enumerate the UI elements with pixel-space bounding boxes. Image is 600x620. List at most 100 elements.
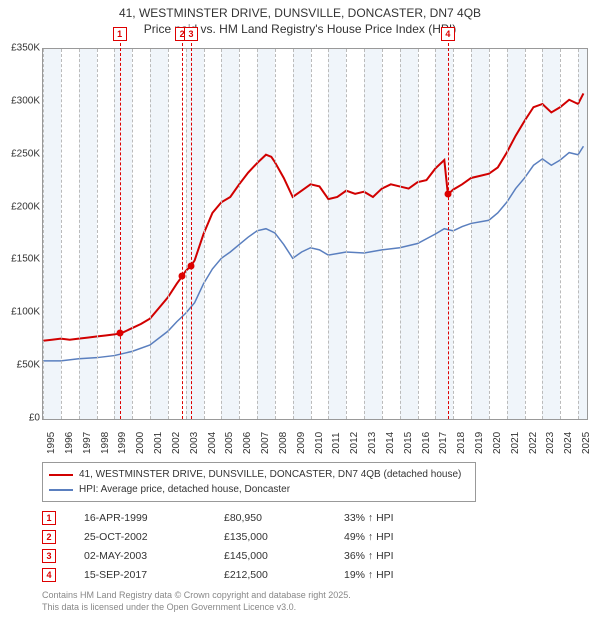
event-price: £145,000: [224, 550, 344, 562]
sale-marker-line: [191, 43, 192, 419]
event-date: 02-MAY-2003: [84, 550, 224, 562]
x-tick-label: 2023: [545, 432, 556, 454]
event-row: 2 25-OCT-2002£135,00049% ↑ HPI: [42, 527, 394, 546]
x-tick-label: 2016: [421, 432, 432, 454]
x-tick-label: 2024: [563, 432, 574, 454]
legend-swatch-blue: [49, 489, 73, 491]
sale-marker-dot: [116, 330, 123, 337]
footer-line-2: This data is licensed under the Open Gov…: [42, 602, 351, 614]
event-hpi: 49% ↑ HPI: [344, 531, 394, 543]
x-gridline: [542, 49, 543, 419]
x-tick-label: 2017: [438, 432, 449, 454]
event-hpi: 19% ↑ HPI: [344, 569, 394, 581]
x-tick-label: 2009: [296, 432, 307, 454]
x-gridline: [382, 49, 383, 419]
event-hpi: 36% ↑ HPI: [344, 550, 394, 562]
sale-marker-label: 1: [113, 27, 127, 41]
event-price: £212,500: [224, 569, 344, 581]
legend-label-blue: HPI: Average price, detached house, Donc…: [79, 482, 290, 497]
x-tick-label: 2002: [171, 432, 182, 454]
series-line-hpi: [43, 146, 583, 361]
sale-marker-label: 3: [184, 27, 198, 41]
x-gridline: [293, 49, 294, 419]
event-date: 16-APR-1999: [84, 512, 224, 524]
x-gridline: [525, 49, 526, 419]
x-gridline: [364, 49, 365, 419]
chart-container: 41, WESTMINSTER DRIVE, DUNSVILLE, DONCAS…: [0, 0, 600, 620]
legend-swatch-red: [49, 474, 73, 476]
x-gridline: [453, 49, 454, 419]
x-gridline: [328, 49, 329, 419]
x-tick-label: 2022: [528, 432, 539, 454]
x-tick-label: 2020: [492, 432, 503, 454]
event-marker: 1: [42, 511, 56, 525]
y-tick-label: £250K: [0, 148, 40, 159]
x-gridline: [97, 49, 98, 419]
x-gridline: [489, 49, 490, 419]
event-price: £135,000: [224, 531, 344, 543]
x-tick-label: 1999: [117, 432, 128, 454]
event-date: 25-OCT-2002: [84, 531, 224, 543]
event-row: 1 16-APR-1999£80,95033% ↑ HPI: [42, 508, 394, 527]
x-gridline: [150, 49, 151, 419]
x-tick-label: 2007: [260, 432, 271, 454]
sale-marker-line: [120, 43, 121, 419]
sale-marker-dot: [444, 191, 451, 198]
x-tick-label: 2013: [367, 432, 378, 454]
y-tick-label: £50K: [0, 360, 40, 371]
x-tick-label: 2010: [314, 432, 325, 454]
legend-row-red: 41, WESTMINSTER DRIVE, DUNSVILLE, DONCAS…: [49, 467, 469, 482]
event-marker: 4: [42, 568, 56, 582]
event-marker: 2: [42, 530, 56, 544]
footer-note: Contains HM Land Registry data © Crown c…: [42, 590, 351, 613]
x-gridline: [221, 49, 222, 419]
y-tick-label: £200K: [0, 201, 40, 212]
chart-plot-area: 1234: [42, 48, 588, 420]
legend-label-red: 41, WESTMINSTER DRIVE, DUNSVILLE, DONCAS…: [79, 467, 461, 482]
x-tick-label: 2019: [474, 432, 485, 454]
x-tick-label: 2006: [242, 432, 253, 454]
events-table: 1 16-APR-1999£80,95033% ↑ HPI 2 25-OCT-2002…: [42, 508, 394, 584]
legend-row-blue: HPI: Average price, detached house, Donc…: [49, 482, 469, 497]
y-tick-label: £100K: [0, 307, 40, 318]
title-line-2: Price paid vs. HM Land Registry's House …: [0, 22, 600, 38]
x-gridline: [204, 49, 205, 419]
y-tick-label: £150K: [0, 254, 40, 265]
y-tick-label: £0: [0, 413, 40, 424]
x-tick-label: 2025: [581, 432, 592, 454]
x-gridline: [578, 49, 579, 419]
x-gridline: [132, 49, 133, 419]
title-block: 41, WESTMINSTER DRIVE, DUNSVILLE, DONCAS…: [0, 0, 600, 37]
event-price: £80,950: [224, 512, 344, 524]
y-tick-label: £350K: [0, 43, 40, 54]
x-tick-label: 2012: [349, 432, 360, 454]
x-tick-label: 1996: [64, 432, 75, 454]
x-gridline: [418, 49, 419, 419]
legend-box: 41, WESTMINSTER DRIVE, DUNSVILLE, DONCAS…: [42, 462, 476, 502]
event-marker: 3: [42, 549, 56, 563]
x-tick-label: 1997: [82, 432, 93, 454]
x-gridline: [168, 49, 169, 419]
x-gridline: [61, 49, 62, 419]
x-gridline: [471, 49, 472, 419]
x-tick-label: 2000: [135, 432, 146, 454]
x-tick-label: 2014: [385, 432, 396, 454]
x-tick-label: 2005: [224, 432, 235, 454]
x-gridline: [507, 49, 508, 419]
sale-marker-dot: [179, 273, 186, 280]
x-gridline: [114, 49, 115, 419]
title-line-1: 41, WESTMINSTER DRIVE, DUNSVILLE, DONCAS…: [0, 6, 600, 22]
x-gridline: [239, 49, 240, 419]
x-tick-label: 2003: [189, 432, 200, 454]
x-tick-label: 2021: [510, 432, 521, 454]
x-tick-label: 2011: [331, 432, 342, 454]
x-tick-label: 1998: [100, 432, 111, 454]
sale-marker-line: [448, 43, 449, 419]
x-tick-label: 2008: [278, 432, 289, 454]
x-tick-label: 2018: [456, 432, 467, 454]
event-hpi: 33% ↑ HPI: [344, 512, 394, 524]
x-gridline: [346, 49, 347, 419]
x-tick-label: 2015: [403, 432, 414, 454]
chart-lines-svg: [43, 49, 587, 419]
series-line-property: [43, 93, 583, 340]
